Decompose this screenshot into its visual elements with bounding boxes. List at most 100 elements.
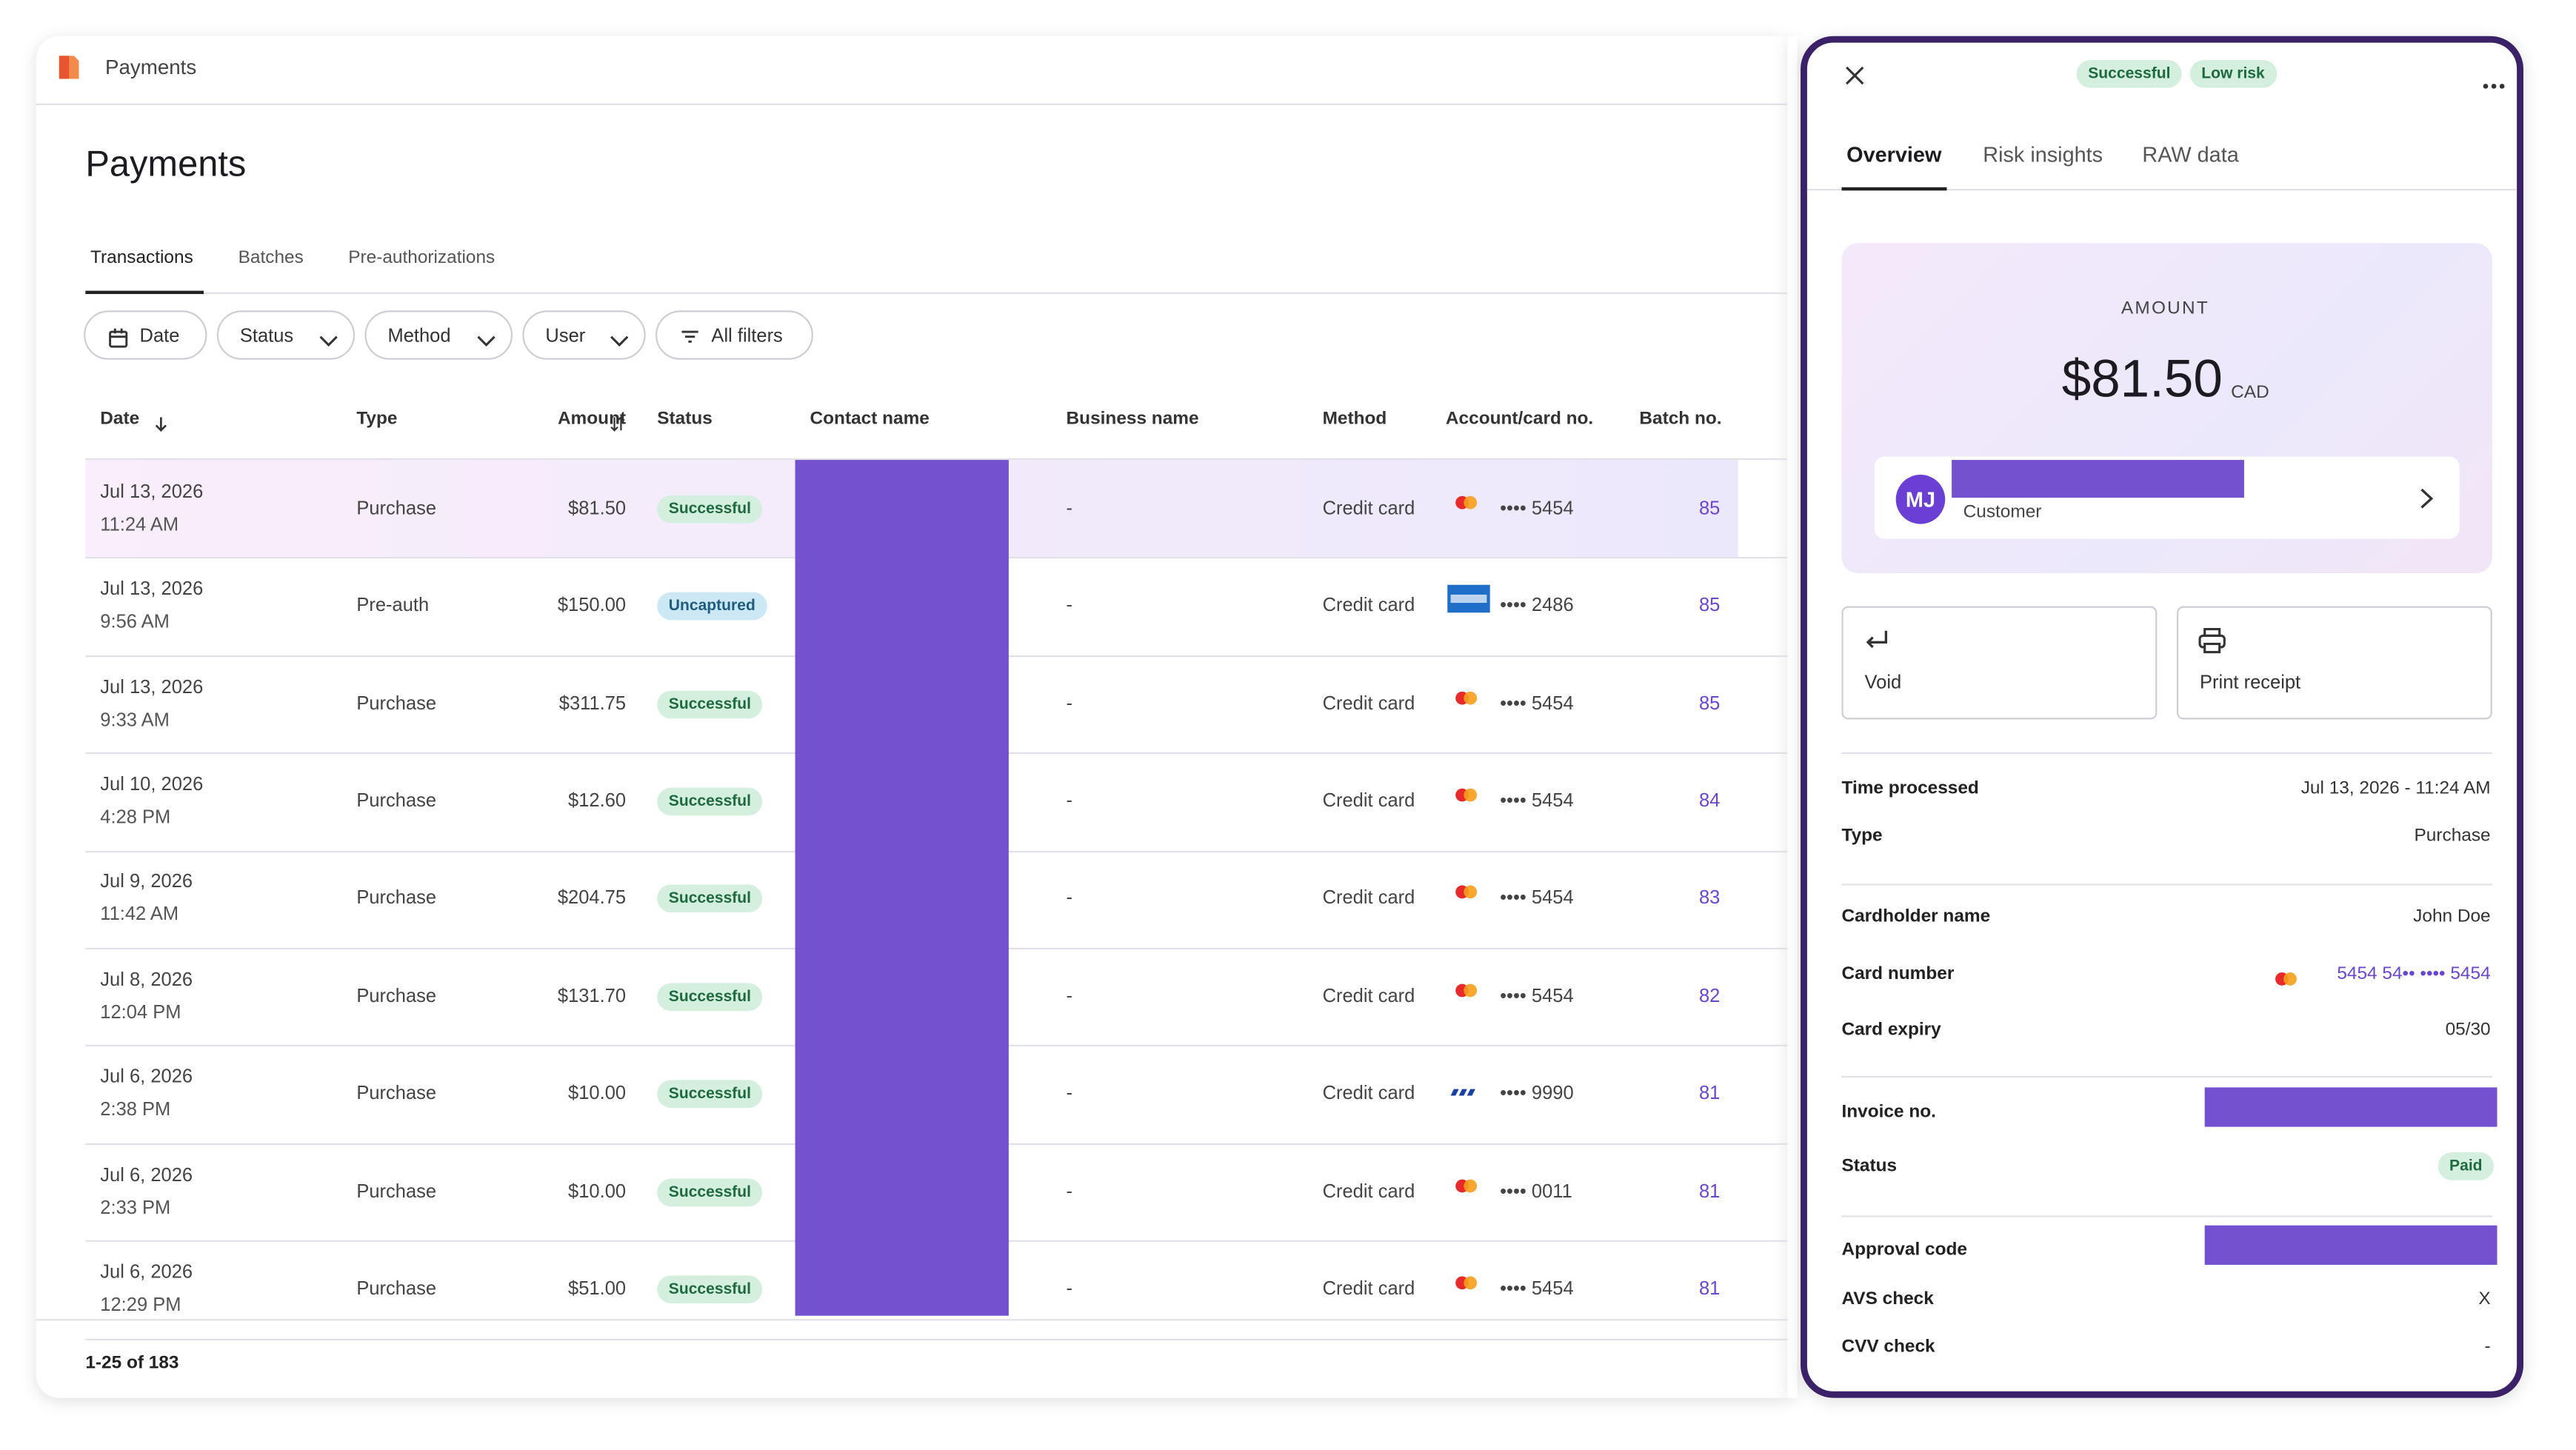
row-batch[interactable]: 83 [1698,889,1721,909]
row-card: •••• 5454 [1500,694,1574,714]
panel-tab[interactable]: RAW data [2142,141,2239,167]
row-batch[interactable]: 84 [1698,791,1721,812]
amount-value: $81.50 [2061,349,2223,409]
row-batch[interactable]: 81 [1698,1279,1721,1300]
filter-label: Method [387,327,451,347]
row-type: Purchase [356,889,437,909]
filter-button[interactable] [655,310,813,360]
row-amount: $204.75 [557,889,627,909]
row-batch[interactable]: 85 [1698,694,1721,714]
row-type: Purchase [356,694,437,714]
chevron-icon [318,329,338,358]
column-header: Method [1322,409,1387,429]
status-badge: Successful [657,1275,763,1303]
tab[interactable]: Batches [238,247,304,268]
row-batch[interactable]: 85 [1698,498,1721,519]
filter-button[interactable] [522,310,646,360]
chevron-icon-svg [477,335,495,347]
row-date: Jul 13, 2026 [100,580,204,600]
action-icon-svg [2198,627,2226,654]
card-brand-icon [1447,1078,1490,1114]
row-date: Jul 6, 2026 [100,1263,193,1283]
row-date: Jul 13, 2026 [100,677,204,698]
detail-value: Jul 13, 2026 - 11:24 AM [2300,778,2491,798]
row-batch[interactable]: 81 [1698,1181,1721,1202]
tab[interactable]: Pre-authorizations [348,247,495,268]
panel-tab[interactable]: Overview [1846,141,1942,167]
row-batch[interactable]: 81 [1698,1084,1721,1104]
row-amount: $51.00 [568,1279,627,1300]
card-brand-icon-svg [1455,886,1478,899]
customer-label: Customer [1963,502,2042,523]
filter-icon [108,327,128,356]
detail-redaction [2204,1225,2497,1265]
panel-tab-underline [1841,187,1947,191]
row-time: 2:33 PM [100,1198,171,1218]
row-method: Credit card [1322,791,1415,812]
detail-label: AVS check [1841,1289,1934,1309]
row-type: Pre-auth [356,596,430,616]
row-date: Jul 10, 2026 [100,775,204,795]
detail-status-badge: Paid [2437,1152,2495,1180]
chevron-icon [610,329,630,358]
detail-separator [1841,752,2492,755]
row-time: 9:33 AM [100,710,170,730]
column-header: Status [657,409,713,429]
status-badge: Successful [657,982,763,1011]
row-type: Purchase [356,498,437,519]
card-brand-icon-svg [2275,972,2297,986]
row-card: •••• 5454 [1500,1279,1574,1300]
detail-separator [1841,1215,2492,1217]
status-badge: Successful [657,885,763,913]
row-amount: $10.00 [568,1084,627,1104]
card-brand-icon-svg [1450,1089,1475,1096]
avatar [1895,475,1946,524]
row-method: Credit card [1322,596,1415,616]
column-header: Account/card no. [1445,409,1594,429]
row-type: Purchase [356,986,437,1007]
row-time: 4:28 PM [100,808,171,828]
action-icon [2198,627,2226,662]
detail-label: Card number [1841,964,1955,984]
row-batch[interactable]: 82 [1698,986,1721,1007]
row-date: Jul 13, 2026 [100,482,204,503]
card-brand-icon-svg [1455,788,1478,802]
card-brand-icon-svg [1455,690,1478,704]
card-brand-icon [1447,1273,1490,1309]
action-icon [1863,627,1891,662]
divider [1787,36,1798,1398]
status-badge: Successful [657,689,763,718]
sort-icon-svg [610,415,625,432]
action-button[interactable] [2176,606,2492,720]
row-business: - [1066,1181,1073,1202]
table-bottom-line [36,1319,1788,1321]
row-amount: $131.70 [557,986,627,1007]
action-button[interactable] [1841,606,2158,720]
filter-label: Status [239,327,294,347]
amount-currency: CAD [2231,382,2269,403]
app-title: Payments [104,56,197,79]
panel-tab[interactable]: Risk insights [1983,141,2103,167]
detail-value: 5454 54•• •••• 5454 [2337,964,2491,984]
row-time: 2:38 PM [100,1100,171,1120]
detail-value: Purchase [2414,826,2491,846]
filter-label: User [545,327,586,347]
status-badge: Successful [657,1177,763,1206]
filter-button[interactable] [364,310,513,360]
card-brand-icon [1447,687,1490,724]
row-type: Purchase [356,1084,437,1104]
detail-separator [1841,1075,2492,1078]
detail-separator [1841,883,2492,886]
filter-button[interactable] [216,310,356,360]
card-brand-icon [1447,1175,1490,1212]
row-batch[interactable]: 85 [1698,596,1721,616]
tab[interactable]: Transactions [90,247,193,268]
row-type: Purchase [356,791,437,812]
row-time: 12:04 PM [100,1003,181,1023]
filter-button[interactable] [84,310,207,360]
panel-tab-line [1806,189,2517,191]
column-header: Batch no. [1639,409,1722,429]
status-badge: Successful [657,787,763,816]
card-brand-icon [1447,980,1490,1017]
